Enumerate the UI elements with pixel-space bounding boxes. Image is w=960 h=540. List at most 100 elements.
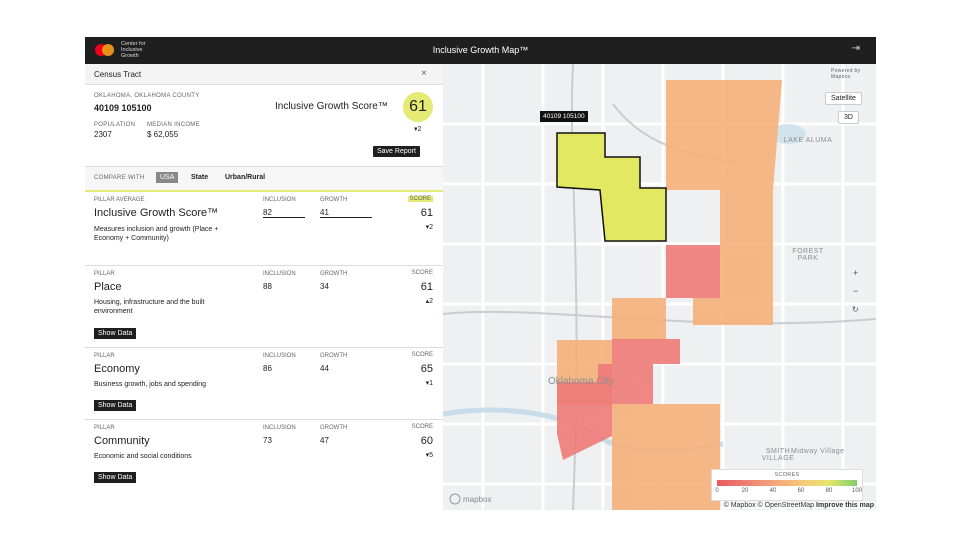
- reset-view[interactable]: ↻: [852, 305, 859, 314]
- map-label: LAKE ALUMA: [783, 137, 833, 144]
- population: 2307: [94, 130, 112, 139]
- map-canvas: mapbox: [443, 64, 876, 510]
- close-button[interactable]: ×: [421, 68, 427, 79]
- compare-option[interactable]: State: [191, 174, 209, 181]
- legend-tick: 40: [769, 488, 777, 494]
- compare-option[interactable]: USA: [156, 172, 179, 183]
- pillar-score: 61: [420, 281, 433, 293]
- pillar-description: Measures inclusion and growth (Place + E…: [94, 226, 219, 242]
- growth: 44: [320, 364, 329, 373]
- map-label: FOREST PARK: [792, 248, 824, 262]
- score-label: Inclusive Growth Score™: [275, 101, 388, 112]
- population-label: POPULATION: [94, 122, 136, 128]
- location: OKLAHOMA, OKLAHOMA COUNTY: [94, 93, 200, 99]
- attribution: © Mapbox © OpenStreetMap Improve this ma…: [723, 502, 874, 509]
- mapbox-logo: mapbox: [463, 495, 491, 504]
- pillar-change: ▾5: [425, 452, 433, 459]
- legend-title: SCORES: [774, 472, 800, 478]
- score-change: ▾2: [414, 126, 422, 133]
- pillar-description: Housing, infrastructure and the built en…: [94, 299, 205, 315]
- score-label: SCORE: [411, 352, 433, 358]
- growth: 47: [320, 436, 329, 445]
- map-label: SMITH VILLAGE: [761, 448, 795, 462]
- pillar-kicker: PILLAR: [94, 271, 115, 277]
- legend-ramp: [717, 480, 857, 486]
- growth-label: GROWTH: [320, 353, 348, 359]
- pillar-kicker: PILLAR: [94, 425, 115, 431]
- growth: 34: [320, 282, 329, 291]
- panel-title: Census Tract: [94, 70, 142, 79]
- 3d-button[interactable]: 3D: [838, 111, 859, 124]
- logo: [95, 44, 114, 56]
- growth-label: GROWTH: [320, 425, 348, 431]
- panel-header: [85, 64, 443, 85]
- compare-label: COMPARE WITH: [94, 175, 145, 181]
- score-label: SCORE: [411, 270, 433, 276]
- logout-icon[interactable]: ⇥: [851, 43, 860, 54]
- legend-tick: 80: [825, 488, 833, 494]
- growth-label: GROWTH: [320, 197, 348, 203]
- show-data-button[interactable]: Show Data: [94, 328, 137, 339]
- pillar-change: ▾1: [425, 380, 433, 387]
- inclusion: 73: [263, 436, 272, 445]
- powered-by: Powered by Mapbox: [831, 68, 861, 80]
- pillar: PILLAR Place Housing, infrastructure and t…: [85, 265, 443, 339]
- income-label: MEDIAN INCOME: [147, 122, 200, 128]
- inclusion: 88: [263, 282, 272, 291]
- pillar-description: Economic and social conditions: [94, 453, 192, 460]
- pillar-kicker: PILLAR: [94, 353, 115, 359]
- growth: 41: [320, 208, 372, 218]
- pillar: PILLAR AVERAGE Inclusive Growth Score™ Mea…: [85, 190, 443, 266]
- pillar-change: ▴2: [425, 298, 433, 305]
- pillar-description: Business growth, jobs and spending: [94, 381, 207, 388]
- tract-id: 40109 105100: [94, 103, 152, 113]
- show-data-button[interactable]: Show Data: [94, 472, 137, 483]
- save-report-button[interactable]: Save Report: [373, 146, 420, 157]
- map-label: Oklahoma City: [548, 376, 614, 387]
- brand: Center for Inclusive Growth: [121, 41, 146, 59]
- pillar-name: Community: [94, 435, 150, 447]
- app-title: Inclusive Growth Map™: [432, 45, 529, 55]
- pillar: PILLAR Community Economic and social condi…: [85, 419, 443, 492]
- inclusion: 82: [263, 208, 305, 218]
- top-bar: Center for Inclusive Growth Inclusive Gr…: [85, 37, 876, 64]
- inclusion-label: INCLUSION: [263, 425, 296, 431]
- pillar-kicker: PILLAR AVERAGE: [94, 197, 145, 203]
- improve-link[interactable]: Improve this map: [816, 502, 874, 509]
- pillar-change: ▾2: [425, 224, 433, 231]
- income: $ 62,055: [147, 130, 179, 139]
- pillar-score: 61: [420, 207, 433, 219]
- attribution-text: © Mapbox © OpenStreetMap: [723, 502, 815, 509]
- legend-tick: 0: [715, 488, 719, 494]
- inclusion: 86: [263, 364, 272, 373]
- score-badge: 61: [403, 92, 433, 122]
- legend-tick: 60: [797, 488, 805, 494]
- pillar: PILLAR Economy Business growth, jobs and s…: [85, 347, 443, 420]
- inclusion-label: INCLUSION: [263, 197, 296, 203]
- compare-option[interactable]: Urban/Rural: [225, 174, 266, 181]
- inclusion-label: INCLUSION: [263, 353, 296, 359]
- pillar-score: 65: [420, 363, 433, 375]
- growth-label: GROWTH: [320, 271, 348, 277]
- compare-bar: [85, 166, 443, 191]
- pillar-name: Economy: [94, 363, 140, 375]
- pillar-name: Place: [94, 281, 122, 293]
- pillar-score: 60: [420, 435, 433, 447]
- map: mapbox 40109 105100 Powered by Mapbox Sa…: [443, 64, 876, 510]
- legend-tick: 20: [741, 488, 749, 494]
- legend-tick: 100: [851, 488, 862, 494]
- inclusion-label: INCLUSION: [263, 271, 296, 277]
- side-panel: Census Tract × OKLAHOMA, OKLAHOMA COUNTY…: [85, 64, 444, 510]
- legend: SCORES 0 20 40 60 80 100: [711, 469, 863, 501]
- zoom-out[interactable]: −: [853, 286, 859, 296]
- score-label: SCORE: [411, 424, 433, 430]
- tooltip: 40109 105100: [540, 111, 588, 122]
- map-label: Midway Village: [791, 448, 845, 455]
- pillar-name: Inclusive Growth Score™: [94, 207, 219, 219]
- satellite-button[interactable]: Satellite: [825, 92, 862, 105]
- zoom-in[interactable]: +: [853, 268, 859, 278]
- app: Center for Inclusive Growth Inclusive Gr…: [85, 37, 876, 510]
- show-data-button[interactable]: Show Data: [94, 400, 137, 411]
- score-label: SCORE: [407, 196, 433, 202]
